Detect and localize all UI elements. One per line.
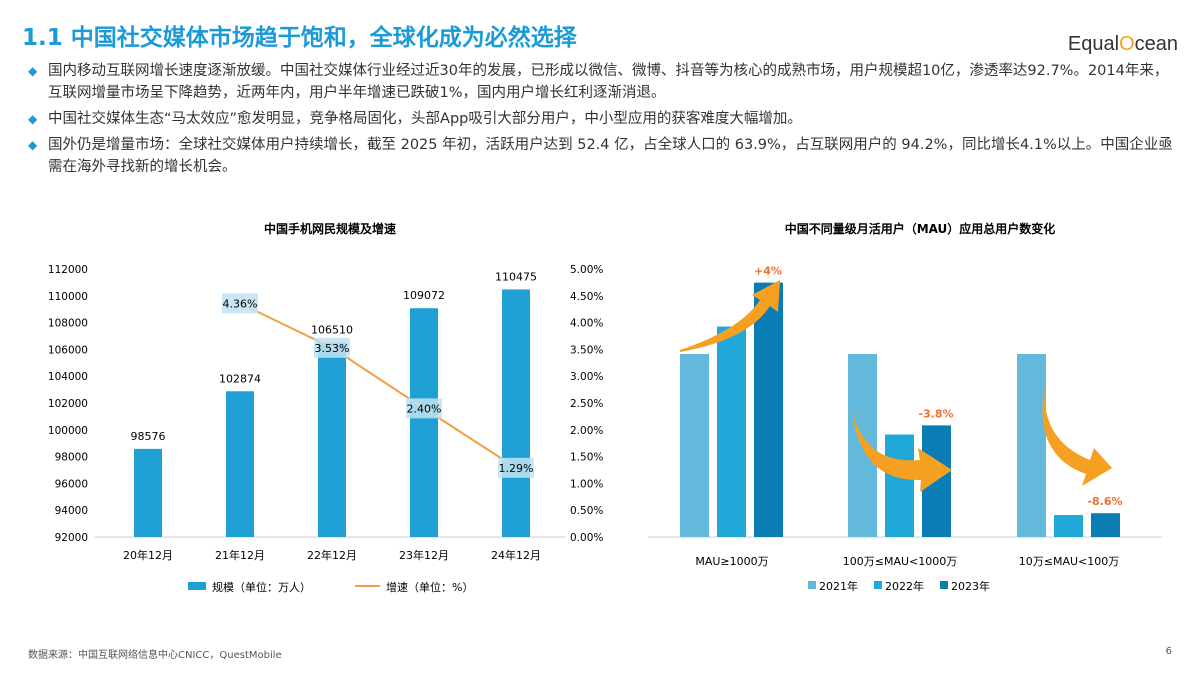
y2-tick-label: 0.50% bbox=[570, 505, 603, 517]
y-tick-label: 102000 bbox=[48, 398, 88, 410]
bar bbox=[410, 308, 438, 537]
legend-label: 2023年 bbox=[951, 579, 990, 593]
chart-netizens: 中国手机网民规模及增速 92000 94000 96000 98000 100000 102… bbox=[48, 221, 603, 594]
y2-tick-label: 1.50% bbox=[570, 452, 603, 464]
y-tick-label: 104000 bbox=[48, 371, 88, 383]
logo: EqualOcean bbox=[1067, 33, 1178, 55]
bullet-list: 国内移动互联网增长速度逐渐放缓。中国社交媒体行业经过近30年的发展，已形成以微信… bbox=[28, 60, 1178, 182]
arrow-up-icon bbox=[680, 280, 780, 352]
arrow-down-icon bbox=[852, 410, 952, 492]
y-tick-label: 110000 bbox=[48, 291, 88, 303]
growth-line bbox=[239, 302, 517, 469]
x-tick-label: 23年12月 bbox=[399, 548, 449, 562]
arrow-down-icon bbox=[1042, 385, 1112, 486]
y2-tick-label: 0.00% bbox=[570, 532, 603, 544]
point-label: 4.36% bbox=[223, 297, 258, 310]
legend-swatch bbox=[874, 581, 882, 589]
page-number: 6 bbox=[1165, 646, 1172, 657]
x-tick-label: MAU≥1000万 bbox=[695, 555, 768, 568]
x-tick-label: 24年12月 bbox=[491, 548, 541, 562]
y2-tick-label: 2.00% bbox=[570, 425, 603, 437]
change-label: -3.8% bbox=[918, 407, 953, 420]
y2-tick-label: 4.00% bbox=[570, 318, 603, 330]
change-label: +4% bbox=[754, 265, 782, 278]
bar-label: 110475 bbox=[495, 270, 537, 283]
point-label-box bbox=[406, 398, 442, 419]
y2-tick-label: 5.00% bbox=[570, 264, 603, 276]
y-tick-label: 98000 bbox=[55, 452, 88, 464]
y2-tick-label: 3.00% bbox=[570, 371, 603, 383]
y-tick-label: 100000 bbox=[48, 425, 88, 437]
legend-label: 增速（单位：%） bbox=[386, 580, 473, 594]
bar bbox=[226, 391, 254, 537]
legend-swatch-bar bbox=[188, 582, 206, 590]
chart-title: 中国手机网民规模及增速 bbox=[264, 221, 396, 236]
page-title: 1.1 中国社交媒体市场趋于饱和，全球化成为必然选择 bbox=[22, 25, 577, 51]
bar-2021年 bbox=[1017, 354, 1046, 537]
data-source: 数据来源：中国互联网络信息中心CNICC，QuestMobile bbox=[28, 650, 282, 661]
bar bbox=[134, 448, 162, 537]
y2-tick-label: 3.50% bbox=[570, 344, 603, 356]
bullet-2: 中国社交媒体生态“马太效应”愈发明显，竞争格局固化，头部App吸引大部分用户，中… bbox=[28, 108, 1178, 130]
bar-2023年 bbox=[1091, 513, 1120, 537]
legend-label: 2022年 bbox=[885, 579, 924, 593]
y-tick-label: 108000 bbox=[48, 318, 88, 330]
change-label: -8.6% bbox=[1087, 495, 1122, 508]
y2-tick-label: 2.50% bbox=[570, 398, 603, 410]
chart-mau: 中国不同量级月活用户（MAU）应用总用户数变化 +4% MAU≥1000万 -3.8%… bbox=[648, 221, 1162, 593]
legend-label: 2021年 bbox=[819, 579, 858, 593]
bar-label: 98576 bbox=[131, 430, 166, 443]
bullet-3: 国外仍是增量市场：全球社交媒体用户持续增长，截至 2025 年初，活跃用户达到 … bbox=[28, 134, 1178, 178]
point-label: 2.40% bbox=[407, 402, 442, 415]
bar-2021年 bbox=[680, 354, 709, 537]
point-label-box bbox=[314, 337, 350, 358]
bar bbox=[502, 289, 530, 537]
point-label: 1.29% bbox=[499, 462, 534, 475]
bar-label: 102874 bbox=[219, 372, 261, 385]
point-label: 3.53% bbox=[315, 342, 350, 355]
bullet-1: 国内移动互联网增长速度逐渐放缓。中国社交媒体行业经过近30年的发展，已形成以微信… bbox=[28, 60, 1178, 104]
chart-title: 中国不同量级月活用户（MAU）应用总用户数变化 bbox=[785, 221, 1056, 236]
x-tick-label: 20年12月 bbox=[123, 548, 173, 562]
y2-tick-label: 1.00% bbox=[570, 478, 603, 490]
y-tick-label: 112000 bbox=[48, 264, 88, 276]
bar-2022年 bbox=[1054, 515, 1083, 537]
legend-swatch bbox=[940, 581, 948, 589]
bar-label: 106510 bbox=[311, 324, 353, 337]
x-tick-label: 100万≤MAU<1000万 bbox=[843, 555, 958, 568]
point-label-box bbox=[498, 457, 534, 478]
y-tick-label: 94000 bbox=[55, 505, 88, 517]
x-tick-label: 10万≤MAU<100万 bbox=[1019, 555, 1120, 568]
bar-2022年 bbox=[717, 326, 746, 537]
legend-label: 规模（单位：万人） bbox=[212, 580, 311, 594]
point-label-box bbox=[222, 293, 258, 314]
x-tick-label: 21年12月 bbox=[215, 548, 265, 562]
y-tick-label: 96000 bbox=[55, 478, 88, 490]
bar-2023年 bbox=[754, 282, 783, 537]
x-tick-label: 22年12月 bbox=[307, 548, 357, 562]
legend-swatch bbox=[808, 581, 816, 589]
y2-tick-label: 4.50% bbox=[570, 291, 603, 303]
bar-2022年 bbox=[885, 434, 914, 537]
y-tick-label: 106000 bbox=[48, 344, 88, 356]
bar-label: 109072 bbox=[403, 289, 445, 302]
y-tick-label: 92000 bbox=[55, 532, 88, 544]
bar bbox=[318, 342, 346, 537]
